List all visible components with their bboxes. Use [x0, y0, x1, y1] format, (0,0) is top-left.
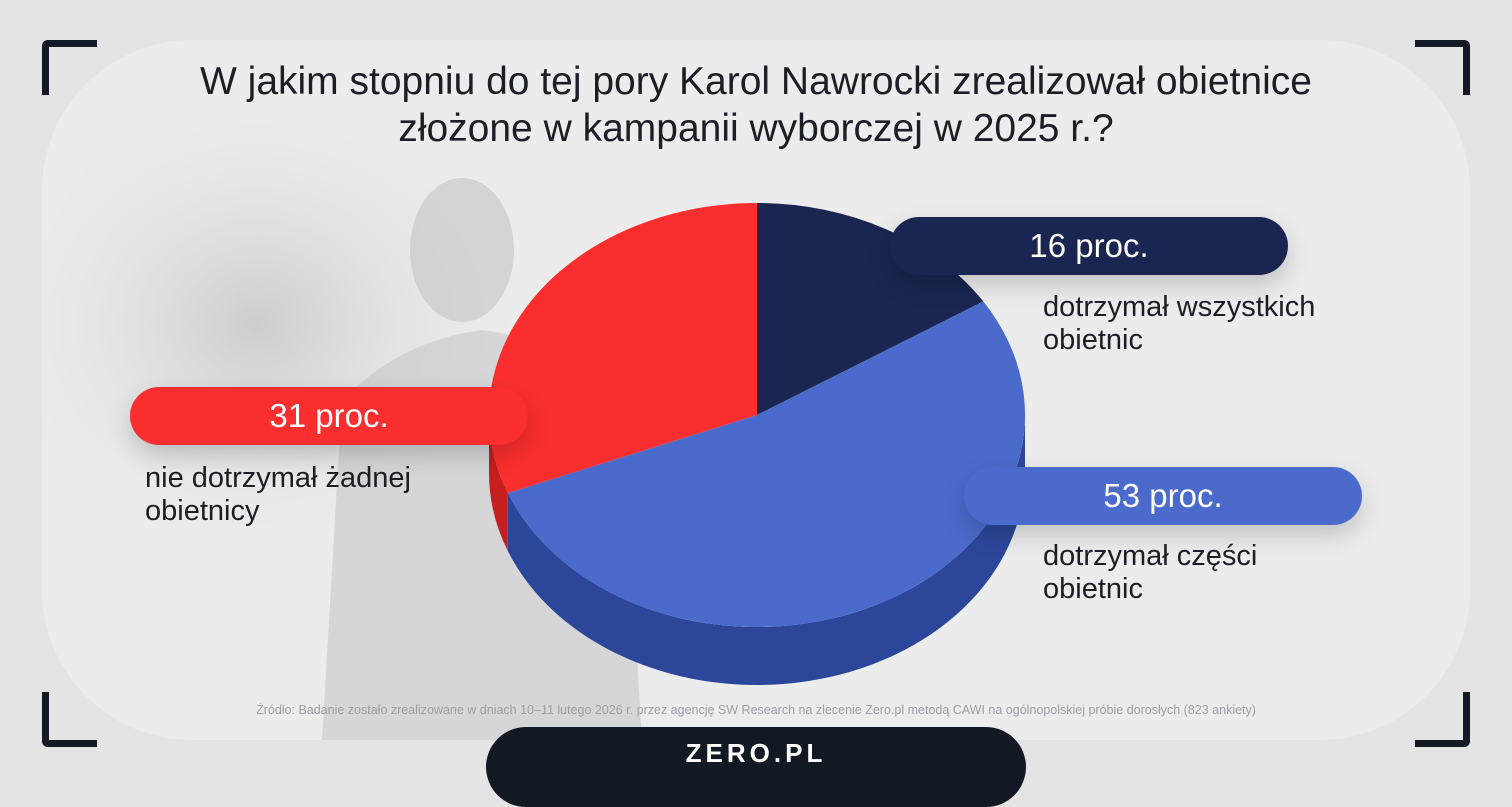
desc-16-line1: dotrzymał wszystkich	[1043, 291, 1316, 323]
desc-31-line1: nie dotrzymał żadnej	[145, 462, 411, 494]
desc-53-line2: obietnic	[1043, 573, 1143, 605]
pie-chart	[489, 203, 1025, 685]
value-pill-53: 53 proc.	[964, 467, 1362, 525]
pie-side-1	[507, 415, 1025, 685]
frame-corner-bottom-left	[42, 692, 97, 747]
brand-logo: ZERO.PL	[685, 738, 827, 768]
value-pill-31: 31 proc.	[130, 387, 528, 445]
value-label-16: 16 proc.	[1029, 227, 1149, 264]
desc-16-line2: obietnic	[1043, 324, 1143, 356]
desc-53: dotrzymał części obietnic	[1043, 540, 1257, 606]
chart-title: W jakim stopniu do tej pory Karol Nawroc…	[200, 60, 1312, 150]
pie-slice-2	[489, 203, 757, 494]
value-pill-16: 16 proc.	[890, 217, 1288, 275]
pie-side-2	[489, 415, 508, 552]
frame-corner-bottom-right	[1415, 692, 1470, 747]
value-label-31: 31 proc.	[269, 397, 389, 434]
source-note: Źródło: Badanie zostało zrealizowane w d…	[256, 703, 1256, 717]
value-label-53: 53 proc.	[1103, 477, 1223, 514]
desc-16: dotrzymał wszystkich obietnic	[1043, 291, 1315, 357]
frame-corner-top-left	[42, 40, 97, 95]
desc-53-line1: dotrzymał części	[1043, 540, 1258, 572]
desc-31-line2: obietnicy	[145, 495, 260, 527]
pie-slice-1	[507, 301, 1025, 627]
desc-31: nie dotrzymał żadnej obietnicy	[145, 462, 411, 528]
frame-corner-top-right	[1415, 40, 1470, 95]
